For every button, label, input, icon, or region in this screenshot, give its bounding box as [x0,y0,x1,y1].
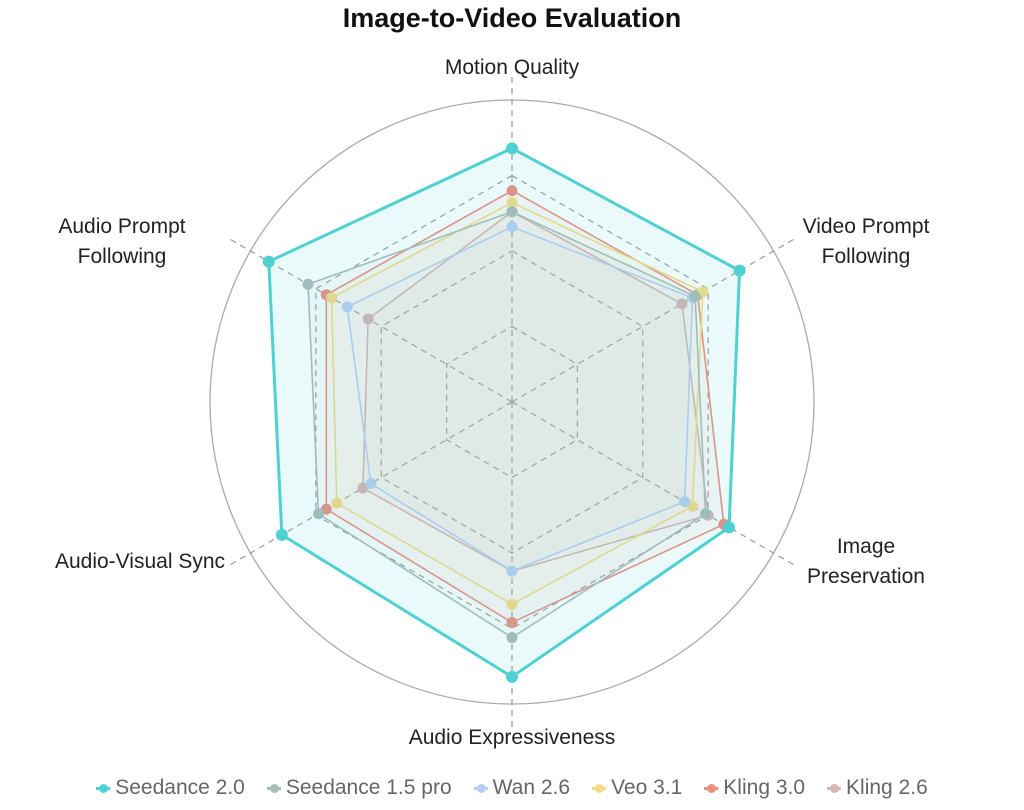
axis-label: Image Preservation [807,535,925,588]
data-point [700,508,712,520]
axis-label: Audio-Visual Sync [54,550,226,573]
legend-marker-icon [592,781,607,795]
grid-ring [380,250,644,554]
legend-marker-icon [96,781,111,795]
axis-label: Audio Expressiveness [408,726,616,749]
legend-item[interactable]: Wan 2.6 [473,776,571,800]
legend-label: Seedance 1.5 pro [285,776,452,799]
data-point [506,206,518,218]
data-point [341,301,353,313]
data-point [506,616,518,628]
grid-ring [446,325,578,479]
legend-item[interactable]: Seedance 2.0 [96,776,245,800]
legend-marker-icon [473,781,488,795]
data-point [506,598,518,610]
series-line [267,146,742,679]
data-point [275,528,288,541]
legend-label: Kling 2.6 [846,776,928,799]
legend-label: Wan 2.6 [492,776,571,799]
data-point [362,313,374,325]
data-point [506,632,518,644]
data-point [302,278,314,290]
legend-item[interactable]: Kling 2.6 [827,776,928,800]
data-point [312,508,324,520]
data-point [506,670,518,683]
legend-label: Kling 3.0 [723,776,806,799]
data-point [506,565,518,577]
legend: Seedance 2.0 Seedance 1.5 pro Wan 2.6 Veo 3… [0,776,1024,800]
axis-label: Motion Quality [444,56,580,79]
data-point [733,264,746,277]
data-point [506,142,518,155]
legend-marker-icon [827,781,842,795]
data-point [365,478,377,490]
legend-label: Seedance 2.0 [115,776,245,799]
legend-item[interactable]: Veo 3.1 [592,776,682,800]
data-point [506,197,518,209]
data-point [326,292,338,304]
data-point [723,521,736,534]
data-point [676,298,688,310]
data-point [331,497,343,509]
legend-item[interactable]: Kling 3.0 [704,776,805,800]
axis-label: Video Prompt Following [802,215,930,268]
legend-item[interactable]: Seedance 1.5 pro [266,776,452,800]
data-point [506,185,518,197]
data-point [262,255,275,268]
legend-label: Veo 3.1 [611,776,683,799]
legend-marker-icon [266,781,281,795]
data-point [679,496,691,508]
legend-marker-icon [704,781,719,795]
data-point [689,290,701,302]
axis-label: Audio Prompt Following [58,215,186,268]
data-point [506,221,518,233]
chart-title: Image-to-Video Evaluation [342,3,682,33]
